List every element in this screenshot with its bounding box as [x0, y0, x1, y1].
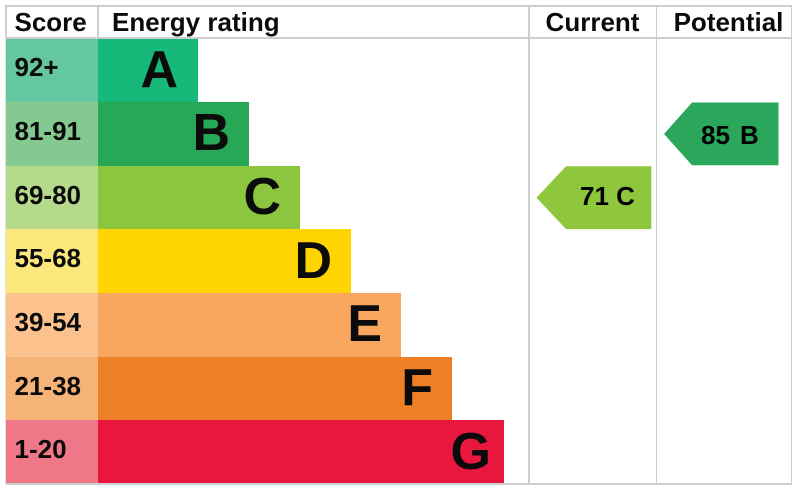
- svg-text:71 C: 71 C: [580, 181, 635, 211]
- svg-text:85B: 85 B: [701, 120, 759, 150]
